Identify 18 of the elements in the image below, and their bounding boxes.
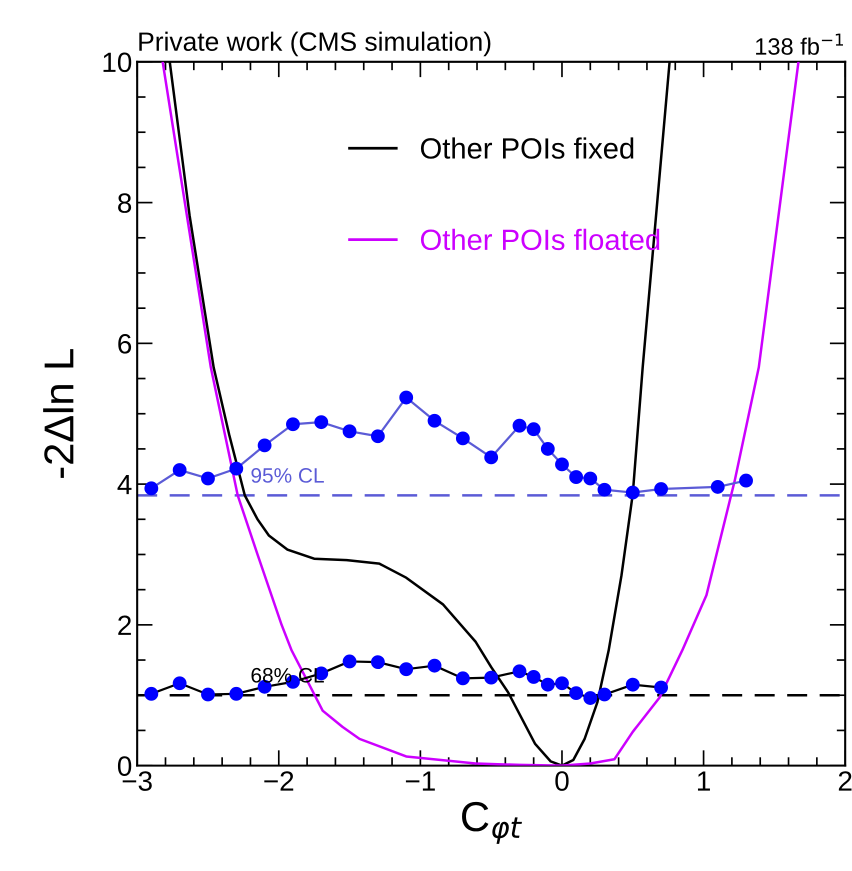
x-tick-label: 2: [838, 771, 852, 791]
ref-line-label: 95% CL: [251, 468, 324, 483]
x-tick-label: −2: [264, 771, 294, 791]
text: 138 fb$^{−1}$: [756, 34, 843, 55]
legend-label: Other POIs fixed: [420, 137, 634, 159]
line-series: [161, 62, 800, 766]
y-tick-label: 6: [118, 334, 132, 354]
x-tick-label: −1: [406, 771, 435, 791]
x-tick-label: 1: [698, 771, 710, 791]
ref-line-label: 68% CL: [252, 668, 324, 683]
x-axis-title: C$_{φt}$: [462, 802, 522, 844]
chart-title: Private work (CMS simulation): [139, 32, 490, 56]
y-tick-label: 8: [118, 193, 132, 213]
y-tick-label: 4: [118, 475, 132, 494]
y-axis-title: -2Δln L: [43, 349, 74, 478]
x-tick-label: 0: [555, 771, 569, 791]
y-tick-label: 2: [118, 616, 131, 635]
y-tick-label: 10: [104, 52, 132, 72]
